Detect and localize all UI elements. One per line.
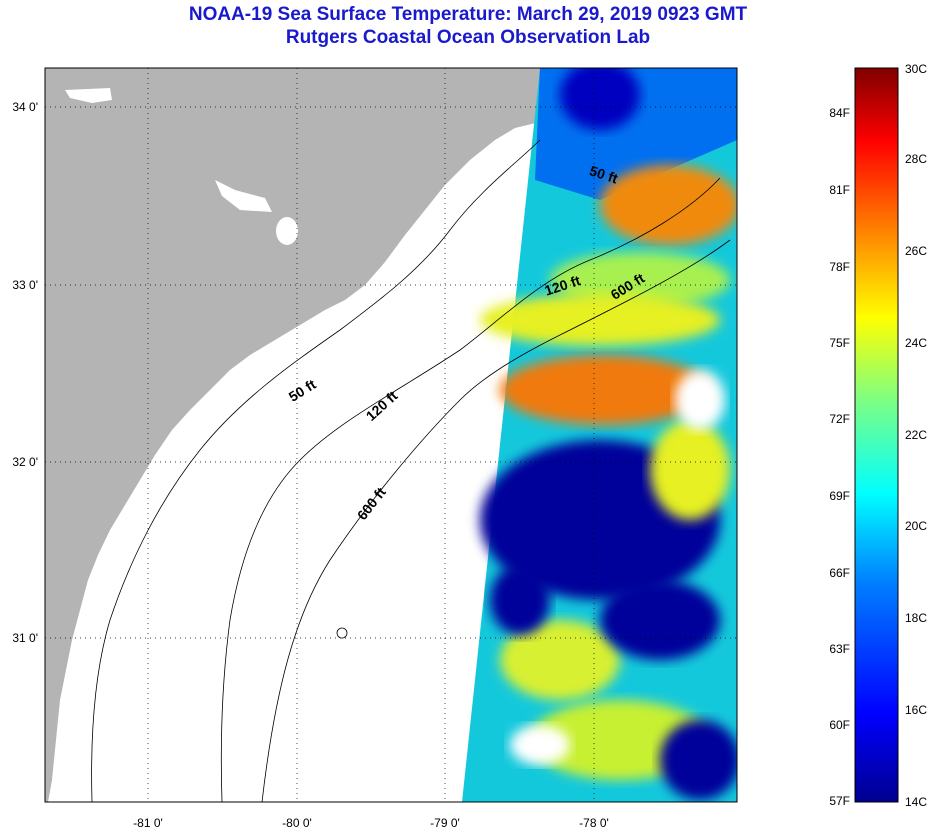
lat-tick-label: 34 0' (12, 100, 38, 114)
lat-tick-label: 32 0' (12, 455, 38, 469)
colorbar-c-label: 22C (905, 428, 928, 442)
colorbar-c-label: 28C (905, 152, 928, 166)
colorbar-f-label: 72F (829, 412, 850, 426)
colorbar-f-label: 66F (829, 566, 850, 580)
colorbar-c-label: 26C (905, 244, 928, 258)
lon-tick-label: -81 0' (133, 816, 163, 830)
colorbar-f-label: 69F (829, 489, 850, 503)
colorbar-c-label: 16C (905, 703, 928, 717)
colorbar-f-label: 81F (829, 183, 850, 197)
lat-tick-label: 33 0' (12, 278, 38, 292)
chart-subtitle: Rutgers Coastal Ocean Observation Lab (285, 27, 651, 48)
colorbar-c-label: 20C (905, 519, 928, 533)
lon-tick-label: -78 0' (579, 816, 609, 830)
colorbar-f-label: 84F (829, 106, 850, 120)
colorbar (854, 67, 899, 803)
colorbar-c-label: 18C (905, 611, 928, 625)
colorbar-f-label: 78F (829, 260, 850, 274)
land-area (45, 68, 540, 802)
depth-contours (91, 139, 731, 802)
lat-tick-label: 31 0' (12, 631, 38, 645)
chart-title: NOAA-19 Sea Surface Temperature: March 2… (188, 4, 748, 25)
colorbar-c-label: 24C (905, 336, 928, 350)
sst-swath (462, 68, 737, 802)
colorbar-f-label: 75F (829, 336, 850, 350)
colorbar-f-label: 60F (829, 718, 850, 732)
graticule (45, 68, 737, 802)
colorbar-c-label: 14C (905, 795, 928, 809)
lon-tick-label: -80 0' (282, 816, 312, 830)
colorbar-f-label: 57F (829, 794, 850, 808)
colorbar-f-label: 63F (829, 642, 850, 656)
lon-tick-label: -79 0' (430, 816, 460, 830)
map-border (44, 67, 738, 803)
colorbar-c-label: 30C (905, 62, 928, 76)
